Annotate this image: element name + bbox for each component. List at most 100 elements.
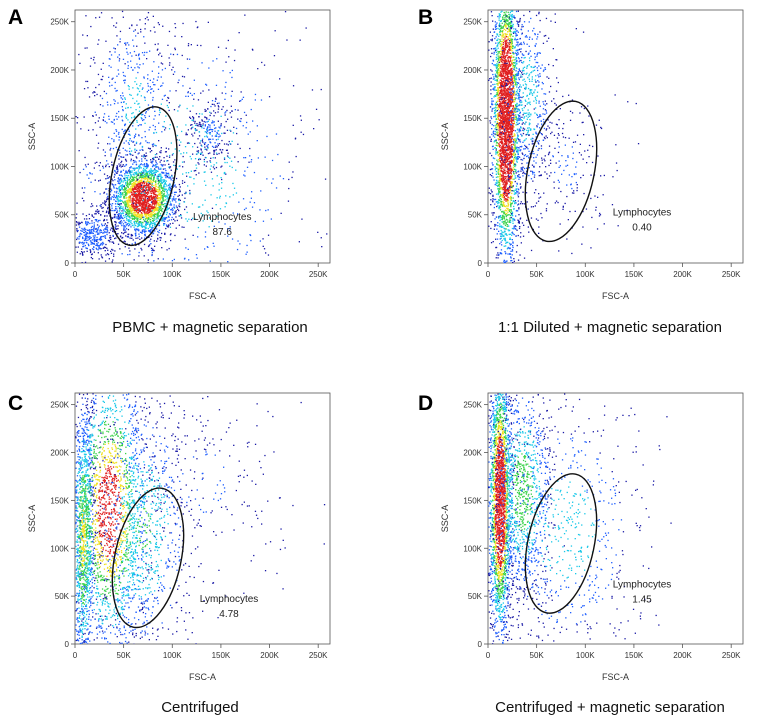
event-dot [162, 219, 164, 221]
event-dot [90, 253, 93, 256]
event-dot [119, 199, 121, 201]
event-dot [119, 185, 121, 187]
event-dot [94, 239, 96, 241]
event-dot [141, 188, 143, 190]
event-dot [158, 199, 160, 202]
event-dot [204, 110, 206, 112]
event-dot [513, 79, 516, 82]
event-dot [127, 236, 130, 238]
event-dot [87, 229, 89, 231]
event-dot [146, 195, 148, 197]
event-dot [499, 45, 502, 47]
event-dot [151, 180, 153, 182]
event-dot [149, 208, 151, 210]
event-dot [165, 169, 167, 172]
event-dot [153, 219, 156, 221]
event-dot [224, 223, 226, 225]
event-dot [152, 107, 154, 109]
event-dot [515, 90, 518, 93]
event-dot [240, 120, 242, 123]
event-dot [134, 188, 136, 190]
event-dot [516, 148, 518, 150]
event-dot [112, 259, 114, 261]
event-dot [140, 199, 142, 201]
event-dot [168, 216, 170, 218]
event-dot [152, 215, 154, 217]
event-dot [161, 176, 163, 179]
event-dot [515, 35, 517, 37]
event-dot [506, 99, 508, 101]
event-dot [245, 127, 247, 129]
lymphocyte-gate[interactable] [98, 101, 188, 252]
event-dot [159, 201, 161, 203]
event-dot [168, 207, 170, 209]
event-dot [509, 214, 512, 217]
event-dot [178, 79, 180, 81]
event-dot [128, 222, 130, 225]
event-dot [189, 192, 191, 194]
event-dot [229, 165, 231, 167]
event-dot [125, 211, 127, 213]
event-dot [164, 217, 167, 219]
event-dot [145, 189, 147, 191]
event-dot [138, 233, 140, 235]
event-dot [254, 220, 256, 223]
event-dot [178, 165, 180, 167]
event-dot [118, 139, 120, 141]
event-dot [164, 189, 166, 191]
event-dot [145, 173, 147, 175]
event-dot [106, 247, 108, 249]
event-dot [76, 238, 78, 241]
event-dot [107, 208, 109, 210]
event-dot [82, 254, 84, 256]
event-dot [133, 217, 136, 219]
event-dot [171, 198, 173, 200]
event-dot [157, 199, 159, 201]
event-dot [145, 208, 147, 210]
event-dot [133, 224, 135, 226]
event-dot [150, 222, 152, 224]
event-dot [110, 66, 112, 68]
gate-name-label: Lymphocytes [193, 212, 252, 223]
event-dot [83, 88, 86, 90]
event-dot [151, 162, 153, 164]
event-dot [130, 154, 132, 156]
event-dot [147, 189, 150, 191]
event-dot [82, 34, 84, 36]
event-dot [128, 210, 131, 212]
event-dot [138, 181, 141, 183]
event-dot [169, 187, 171, 189]
event-dot [238, 201, 240, 203]
event-dot [197, 152, 199, 154]
event-dot [99, 229, 101, 231]
event-dot [519, 86, 521, 88]
event-dot [96, 244, 98, 247]
event-dot [111, 196, 113, 198]
event-dot [300, 119, 302, 121]
event-dot [284, 11, 287, 13]
event-dot [119, 182, 121, 184]
event-dot [500, 84, 502, 87]
event-dot [107, 163, 109, 165]
event-dot [148, 188, 150, 190]
event-dot [139, 223, 141, 225]
event-dot [115, 200, 117, 203]
event-dot [142, 174, 144, 177]
event-dot [187, 95, 189, 97]
event-dot [206, 127, 209, 129]
event-dot [116, 166, 118, 168]
event-dot [100, 214, 102, 216]
event-dot [516, 122, 518, 124]
event-dot [138, 244, 140, 246]
event-dot [114, 209, 116, 211]
event-dot [141, 114, 143, 116]
event-dot [510, 185, 512, 187]
event-dot [495, 51, 498, 53]
event-dot [129, 207, 132, 209]
event-dot [93, 240, 96, 243]
event-dot [76, 229, 78, 231]
event-dot [495, 167, 497, 169]
event-dot [209, 168, 211, 170]
event-dot [148, 142, 150, 144]
event-dot [112, 235, 114, 237]
